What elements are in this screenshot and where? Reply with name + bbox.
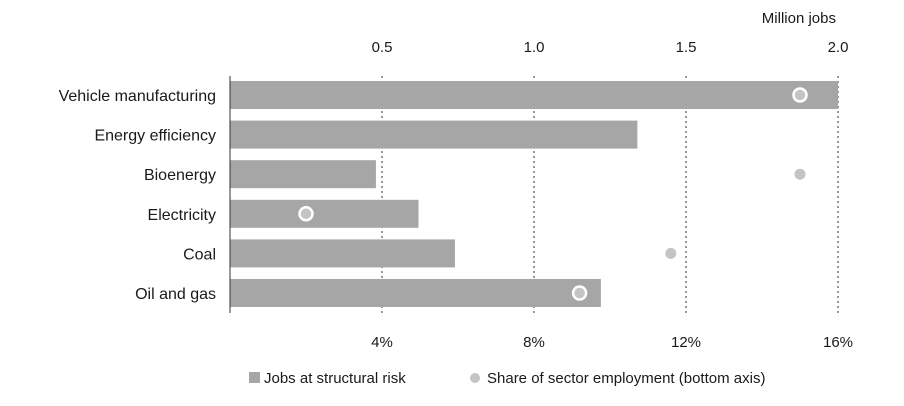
bar-3 [230, 199, 419, 228]
bottom-tick-0: 4% [371, 334, 393, 351]
category-label-0: Vehicle manufacturing [59, 88, 216, 105]
share-marker-3 [298, 206, 314, 222]
top-tick-2: 1.5 [676, 39, 697, 56]
legend-bar-swatch [249, 372, 260, 383]
bottom-tick-2: 12% [671, 334, 701, 351]
category-label-2: Bioenergy [144, 167, 216, 184]
top-axis-title: Million jobs [762, 10, 836, 27]
top-tick-0: 0.5 [372, 39, 393, 56]
bar-4 [230, 239, 455, 268]
share-markers [298, 87, 808, 301]
share-marker-0 [792, 87, 808, 103]
category-label-5: Oil and gas [135, 286, 216, 303]
category-label-3: Electricity [148, 207, 216, 224]
category-label-4: Coal [183, 246, 216, 263]
category-labels: Vehicle manufacturing Energy efficiency Bi… [59, 88, 216, 303]
bottom-tick-1: 8% [523, 334, 545, 351]
top-tick-1: 1.0 [524, 39, 545, 56]
bottom-tick-3: 16% [823, 334, 853, 351]
top-tick-3: 2.0 [828, 39, 849, 56]
share-marker-5 [571, 285, 588, 301]
bottom-axis-ticks: 4% 8% 12% 16% [371, 334, 853, 351]
legend-dot-label: Share of sector employment (bottom axis) [487, 370, 765, 387]
bar-1 [230, 120, 638, 149]
gridlines [381, 76, 839, 313]
bar-2 [230, 160, 376, 189]
top-axis-ticks: 0.5 1.0 1.5 2.0 [372, 39, 849, 56]
legend: Jobs at structural risk Share of sector … [249, 370, 765, 387]
bar-0 [230, 81, 838, 109]
bar-5 [230, 279, 601, 307]
share-marker-2 [794, 168, 806, 180]
legend-dot-swatch [470, 373, 480, 383]
bars [230, 81, 838, 307]
share-marker-4 [665, 247, 677, 259]
category-label-1: Energy efficiency [94, 128, 216, 145]
legend-bar-label: Jobs at structural risk [264, 370, 406, 387]
